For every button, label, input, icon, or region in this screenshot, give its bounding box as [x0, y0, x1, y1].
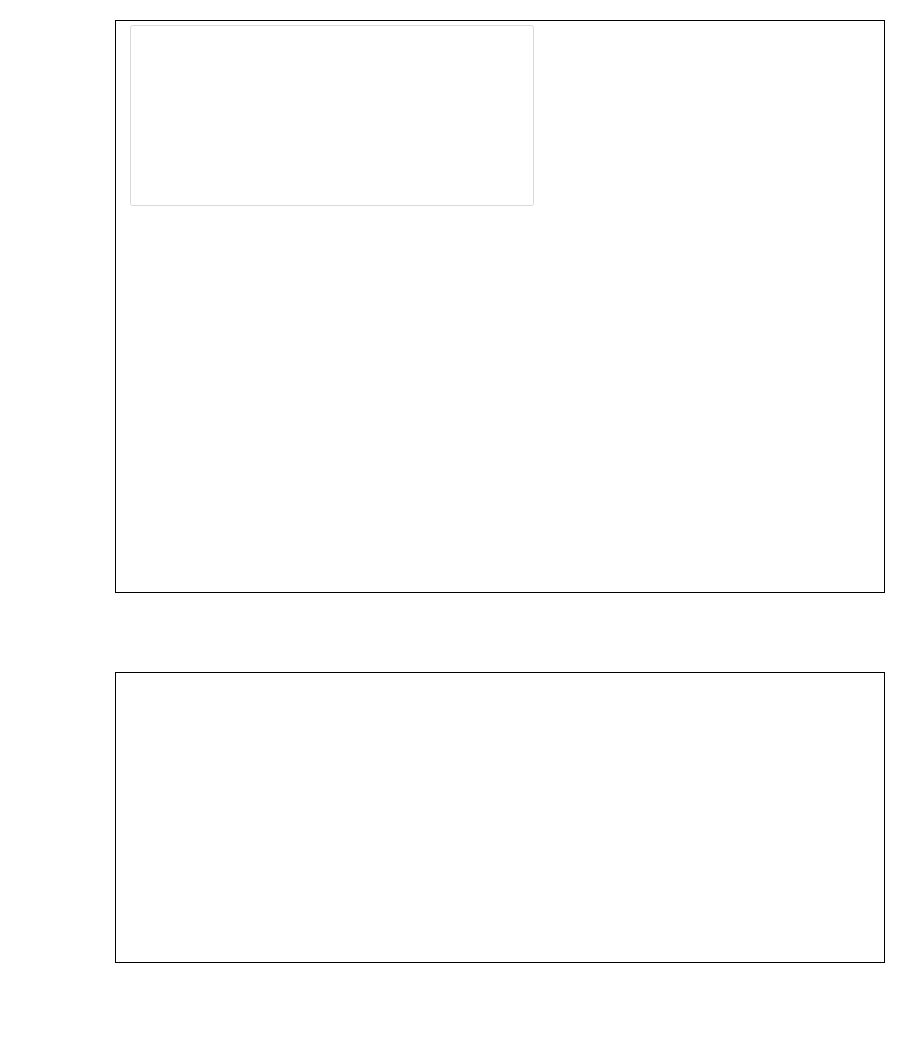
fit-residuals-plot — [115, 672, 885, 963]
plot-legend — [130, 25, 534, 206]
residuals-plot-canvas — [116, 673, 884, 962]
